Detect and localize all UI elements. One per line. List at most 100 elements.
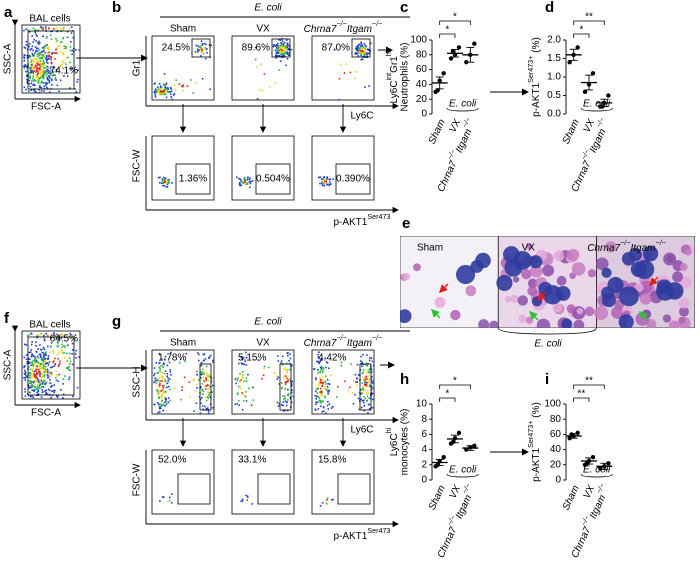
event-dot <box>30 355 33 358</box>
event-dot <box>30 343 33 346</box>
event-dot <box>363 48 365 50</box>
event-dot <box>235 382 237 385</box>
event-dot <box>279 53 282 55</box>
event-dot <box>165 186 168 188</box>
event-dot <box>198 353 200 356</box>
gate-percent: 4.42% <box>318 353 346 364</box>
event-dot <box>283 398 286 400</box>
event-dot <box>54 74 56 77</box>
event-dot <box>32 49 34 52</box>
group-label: E. coli <box>583 99 611 110</box>
event-dot <box>45 55 48 57</box>
event-dot <box>320 405 322 408</box>
event-dot <box>68 352 71 355</box>
event-dot <box>317 176 320 179</box>
event-dot <box>184 360 187 363</box>
nucleus <box>455 264 476 285</box>
event-dot <box>61 63 64 65</box>
event-dot <box>42 77 45 80</box>
event-dot <box>33 90 36 93</box>
event-dot <box>71 49 74 52</box>
event-dot <box>27 29 29 31</box>
event-dot <box>29 391 31 394</box>
data-point <box>472 41 477 46</box>
y-axis-label: FSC-W <box>132 463 143 496</box>
event-dot <box>59 51 62 53</box>
event-dot <box>32 68 34 71</box>
event-dot <box>34 46 37 48</box>
event-dot <box>364 384 367 387</box>
event-dot <box>30 384 33 386</box>
event-dot <box>196 373 198 376</box>
event-dot <box>30 384 33 387</box>
event-dot <box>321 371 324 373</box>
event-dot <box>50 372 53 374</box>
gate-percent: 64.5% <box>50 334 78 345</box>
event-dot <box>356 381 359 383</box>
event-dot <box>42 70 45 73</box>
event-dot <box>43 362 46 365</box>
event-dot <box>167 87 169 90</box>
event-dot <box>360 406 363 409</box>
event-dot <box>30 61 32 63</box>
event-dot <box>372 380 375 382</box>
event-dot <box>25 358 28 361</box>
event-dot <box>54 334 56 337</box>
significance-label: * <box>579 25 583 36</box>
event-dot <box>358 43 361 46</box>
event-dot <box>69 369 72 372</box>
event-dot <box>163 358 166 361</box>
event-dot <box>236 402 239 405</box>
event-dot <box>64 333 67 336</box>
event-dot <box>318 397 321 400</box>
event-dot <box>286 51 289 54</box>
event-dot <box>278 383 281 385</box>
event-dot <box>195 402 198 405</box>
event-dot <box>262 374 265 377</box>
event-dot <box>25 44 28 46</box>
event-dot <box>57 380 60 383</box>
event-dot <box>57 357 60 360</box>
event-dot <box>200 47 203 50</box>
significance-bracket <box>439 384 471 389</box>
event-dot <box>58 373 61 376</box>
gate <box>199 363 212 411</box>
event-dot <box>34 31 37 34</box>
event-dot <box>33 70 36 72</box>
event-dot <box>72 395 74 398</box>
event-dot <box>31 372 33 375</box>
event-dot <box>158 393 160 395</box>
event-dot <box>37 81 40 84</box>
event-dot <box>340 63 342 66</box>
event-dot <box>56 84 59 87</box>
event-dot <box>254 58 257 61</box>
superscript: −/− <box>460 116 473 129</box>
event-dot <box>173 93 176 95</box>
event-dot <box>162 390 165 392</box>
event-dot <box>47 355 50 357</box>
event-dot <box>61 396 64 399</box>
y-tick-label: 0 <box>421 109 427 120</box>
event-dot <box>166 386 168 389</box>
event-dot <box>55 336 58 339</box>
event-dot <box>292 395 295 398</box>
event-dot <box>359 392 362 395</box>
event-dot <box>167 379 170 382</box>
event-dot <box>317 388 319 390</box>
event-dot <box>34 79 37 82</box>
event-dot <box>277 48 280 51</box>
event-dot <box>330 374 332 377</box>
event-dot <box>37 393 40 395</box>
event-dot <box>48 80 50 82</box>
event-dot <box>164 380 167 383</box>
event-dot <box>161 385 164 387</box>
nucleus <box>619 286 639 307</box>
event-dot <box>368 85 370 87</box>
event-dot <box>277 405 280 407</box>
event-dot <box>366 362 368 365</box>
event-dot <box>368 371 371 374</box>
event-dot <box>203 373 206 375</box>
event-dot <box>263 73 266 75</box>
event-dot <box>363 389 365 392</box>
event-dot <box>321 384 324 387</box>
